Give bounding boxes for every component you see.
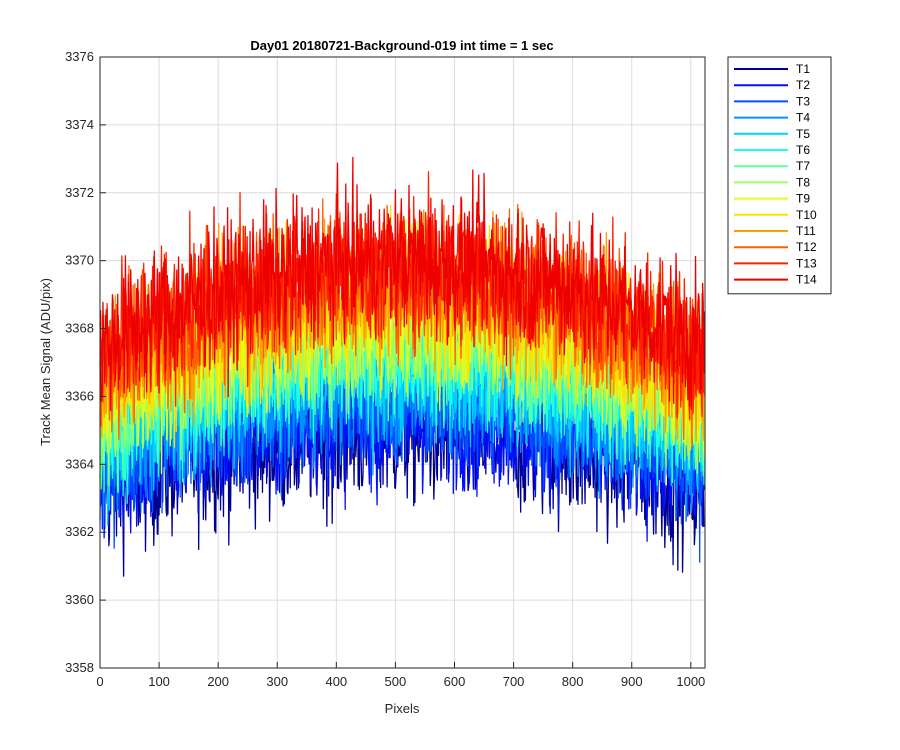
x-tick-label: 900 [621,674,643,689]
series-group [99,156,706,577]
legend-entry: T2 [796,78,810,92]
chart-title: Day01 20180721-Background-019 int time =… [250,38,553,53]
legend-entry: T12 [796,240,817,254]
legend-entry: T10 [796,208,817,222]
y-tick-label: 3364 [65,456,94,471]
x-tick-label: 1000 [676,674,705,689]
x-tick-label: 500 [385,674,407,689]
y-tick-label: 3360 [65,592,94,607]
legend-entry: T5 [796,127,810,141]
series-line-t14 [99,156,706,412]
x-tick-label: 800 [562,674,584,689]
x-tick-label: 400 [325,674,347,689]
y-tick-label: 3358 [65,660,94,675]
y-tick-label: 3366 [65,388,94,403]
y-tick-label: 3368 [65,321,94,336]
legend-entry: T8 [796,175,810,189]
y-tick-label: 3374 [65,117,94,132]
series-line-t5 [99,283,706,526]
legend-entry: T13 [796,256,817,270]
y-tick-label: 3372 [65,185,94,200]
legend-entry: T3 [796,94,810,108]
x-axis-label: Pixels [385,701,420,716]
legend: T1 T2 T3 T4 T5 T6 T7 T8 T9 T10 T11 T12 T13 T14 [727,56,832,295]
legend-entry: T7 [796,159,810,173]
x-tick-label: 600 [444,674,466,689]
legend-box [727,56,832,295]
legend-entry: T11 [796,224,816,238]
legend-entry: T14 [796,273,817,287]
x-tick-label: 300 [266,674,288,689]
legend-entry: T1 [796,62,810,76]
y-tick-label: 3370 [65,253,94,268]
y-tick-label: 3362 [65,524,94,539]
legend-entry: T6 [796,143,810,157]
x-tick-label: 700 [503,674,525,689]
legend-entry: T9 [796,192,810,206]
y-tick-label: 3376 [65,49,94,64]
y-axis: 3358 3360 3362 3364 3366 3368 3370 3372 3374 3376 [65,49,106,675]
plot-frame [99,56,706,669]
x-tick-label: 200 [207,674,229,689]
x-tick-label: 0 [96,674,103,689]
y-axis-label: Track Mean Signal (ADU/pix) [38,278,53,446]
x-tick-label: 100 [148,674,170,689]
x-axis: 0 100 200 300 400 500 600 700 800 900 1000 [96,662,705,689]
legend-entry: T4 [796,111,810,125]
